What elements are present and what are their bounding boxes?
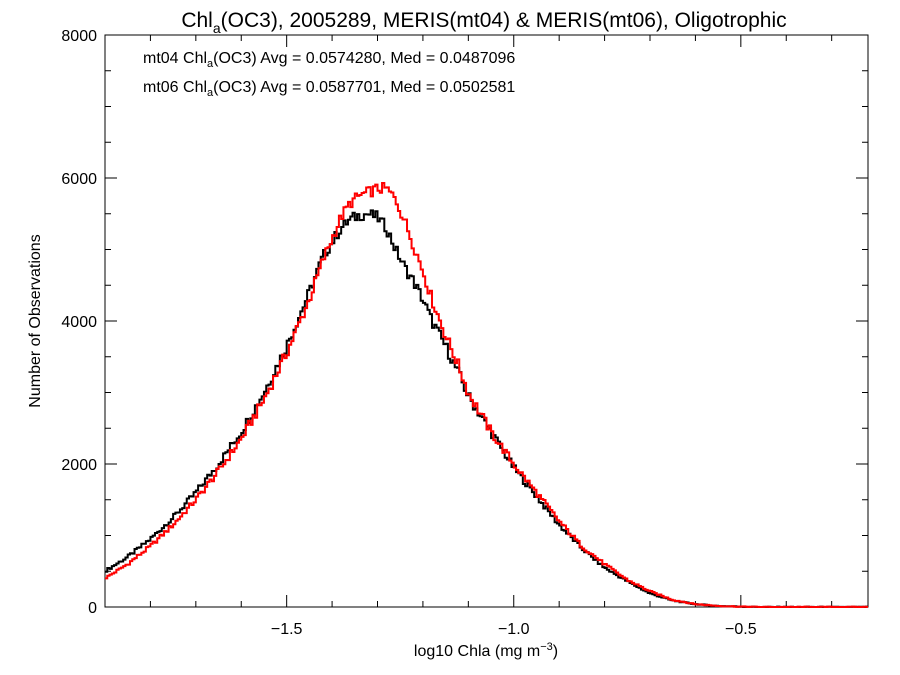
y-tick-label: 8000 [61, 28, 97, 45]
series-layer [105, 182, 868, 608]
x-axis-label: log10 Chla (mg m−3) [414, 641, 558, 660]
y-tick-label: 0 [88, 600, 97, 617]
y-tick-label: 2000 [61, 457, 97, 474]
series-line-mt04 [105, 209, 868, 608]
chart-title: Chla(OC3), 2005289, MERIS(mt04) & MERIS(… [181, 9, 786, 36]
annotation-mt06: mt06 Chla(OC3) Avg = 0.0587701, Med = 0.… [143, 79, 515, 99]
legend-annotations: mt04 Chla(OC3) Avg = 0.0574280, Med = 0.… [143, 50, 515, 99]
annotation-mt04: mt04 Chla(OC3) Avg = 0.0574280, Med = 0.… [143, 50, 515, 70]
x-tick-label: −0.5 [725, 621, 757, 638]
y-axis-label: Number of Observations [27, 234, 44, 407]
plot-area: −1.5 −1.0 −0.5 0 2000 4000 6000 8000 [61, 28, 869, 638]
x-tick-label: −1.5 [271, 621, 303, 638]
plot-frame [104, 34, 869, 608]
axis-ticks: −1.5 −1.0 −0.5 0 2000 4000 6000 8000 [61, 28, 868, 638]
y-tick-label: 6000 [61, 171, 97, 188]
y-tick-label: 4000 [61, 314, 97, 331]
x-tick-label: −1.0 [498, 621, 530, 638]
series-line-mt06 [105, 182, 868, 608]
